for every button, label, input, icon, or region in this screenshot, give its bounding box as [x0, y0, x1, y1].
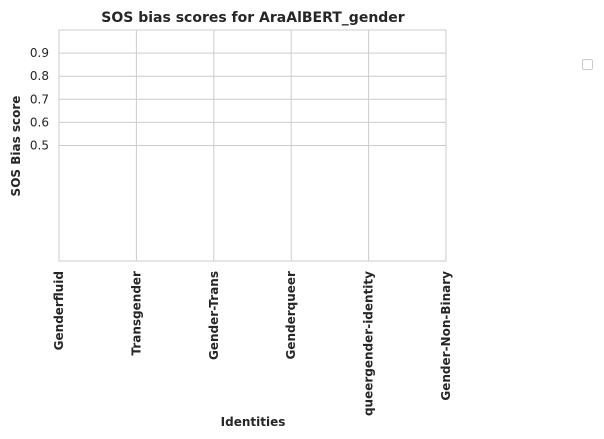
- x-tick-label: queergender-identity: [362, 271, 376, 416]
- y-axis-label: SOS Bias score: [9, 96, 23, 197]
- x-axis-label: Identities: [221, 415, 286, 429]
- x-tick-label: Transgender: [129, 271, 143, 356]
- legend-box: [582, 59, 593, 70]
- x-tick-label: Genderqueer: [284, 271, 298, 360]
- grid: [58, 30, 447, 261]
- y-tick-label: 0.9: [30, 46, 49, 60]
- y-tick-label: 0.7: [30, 92, 49, 106]
- y-tick-label: 0.6: [30, 115, 49, 129]
- y-tick-label: 0.5: [30, 139, 49, 153]
- y-tick-label: 0.8: [30, 69, 49, 83]
- x-tick-label: Gender-Non-Binary: [439, 271, 453, 401]
- x-tick-label: Gender-Trans: [207, 271, 221, 360]
- plot-frame: [58, 29, 447, 262]
- x-tick-label: Genderfluid: [52, 271, 66, 350]
- x-tick-labels: Genderfluid Transgender Gender-Trans Gender…: [52, 271, 453, 416]
- y-tick-labels: 0.5 0.6 0.7 0.8 0.9: [30, 46, 49, 152]
- chart-title: SOS bias scores for AraAlBERT_gender: [101, 10, 405, 26]
